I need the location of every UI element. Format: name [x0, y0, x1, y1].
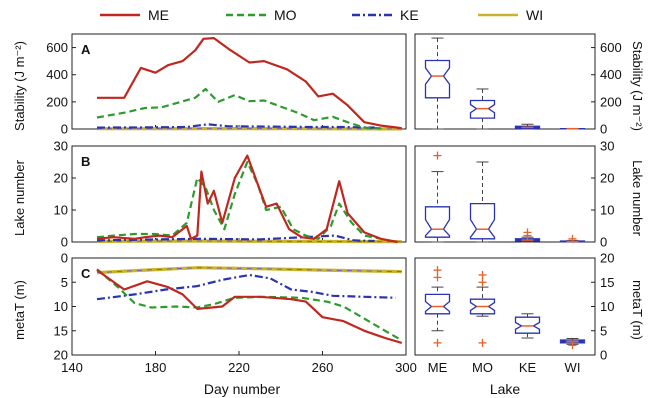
x-tick-label: 220: [228, 360, 250, 375]
panel-b-label: B: [81, 154, 90, 169]
y-tick-label: 5: [61, 275, 68, 290]
right-y-tick-label: 600: [600, 40, 622, 55]
right-y-tick-label: 200: [600, 94, 622, 109]
box-frame: [414, 33, 596, 130]
x-tick-label: 180: [145, 360, 167, 375]
right-y-tick-label: 15: [600, 275, 614, 290]
category-label: WI: [565, 360, 581, 375]
category-label: ME: [428, 360, 448, 375]
legend-label-ke: KE: [400, 7, 419, 23]
right-y-tick-label: 0: [600, 235, 607, 250]
y-tick-label: 400: [46, 67, 68, 82]
category-label: MO: [472, 360, 493, 375]
left-y-label-c: metaT (m): [12, 280, 27, 340]
box-me: [424, 206, 451, 238]
legend-label-wi: WI: [526, 7, 543, 23]
box-me: [424, 59, 451, 99]
legend-label-mo: MO: [274, 7, 297, 23]
series-line-mo: [96, 160, 382, 240]
box-x-axis-label: Lake: [490, 381, 521, 397]
y-tick-label: 15: [54, 323, 68, 338]
series-line-ke: [96, 273, 396, 301]
series-line-ke: [96, 234, 375, 243]
panel-a-box-plot: 0 200 400 600: [414, 33, 622, 137]
series-line-me: [96, 269, 403, 344]
y-tick-label: 0: [61, 235, 68, 250]
y-tick-label: 20: [54, 348, 68, 363]
y-tick-label: 10: [54, 203, 68, 218]
legend-label-me: ME: [148, 7, 169, 23]
panel-b-line-chart: 0 10 20 30: [54, 139, 407, 250]
right-y-tick-label: 20: [600, 171, 614, 186]
right-y-tick-label: 20: [600, 251, 614, 266]
series-line-wi-overlay: [96, 267, 402, 274]
y-tick-label: 200: [46, 94, 68, 109]
right-y-tick-label: 5: [600, 323, 607, 338]
series-line-mo: [96, 268, 403, 342]
panel-a-label: A: [81, 42, 91, 57]
x-tick-label: 140: [61, 360, 83, 375]
series-line-wi-overlay: [96, 240, 402, 243]
right-y-tick-label: 0: [600, 122, 607, 137]
box-me: [424, 293, 451, 315]
right-y-tick-label: 400: [600, 67, 622, 82]
left-y-label-b: Lake number: [12, 159, 27, 236]
left-y-label-a: Stability (J m⁻²): [12, 41, 27, 131]
x-tick-label: 300: [395, 360, 417, 375]
y-tick-label: 0: [61, 251, 68, 266]
x-tick-label: 260: [312, 360, 334, 375]
category-label: KE: [519, 360, 537, 375]
panel-b-box-plot: 0 10 20 30: [414, 139, 614, 250]
y-tick-label: 30: [54, 139, 68, 154]
series-line-me: [96, 154, 398, 244]
plot-frame: [71, 145, 407, 243]
x-axis-label: Day number: [204, 381, 281, 397]
panel-c-label: C: [81, 266, 91, 281]
box-mo: [469, 202, 496, 240]
y-tick-label: 0: [61, 122, 68, 137]
right-y-tick-label: 30: [600, 139, 614, 154]
series-line-me: [97, 36, 402, 130]
legend: ME MO KE WI: [100, 7, 543, 23]
y-tick-label: 10: [54, 299, 68, 314]
series-line-mo: [96, 87, 381, 130]
right-y-tick-label: 10: [600, 299, 614, 314]
y-tick-label: 20: [54, 171, 68, 186]
panel-a-line-chart: 0 200 400 600: [46, 33, 407, 137]
right-y-label-a: Stability (J m⁻²): [630, 41, 645, 131]
right-y-label-b: Lake number: [630, 160, 645, 237]
panel-c-box-plot: 0 5 10 15 20 ME MO KE WI: [414, 251, 614, 375]
series-line-ke: [96, 123, 375, 129]
right-y-label-c: metaT (m): [630, 280, 645, 340]
box-frame: [414, 145, 596, 243]
y-tick-label: 600: [46, 40, 68, 55]
right-y-tick-label: 0: [600, 348, 607, 363]
right-y-tick-label: 10: [600, 203, 614, 218]
